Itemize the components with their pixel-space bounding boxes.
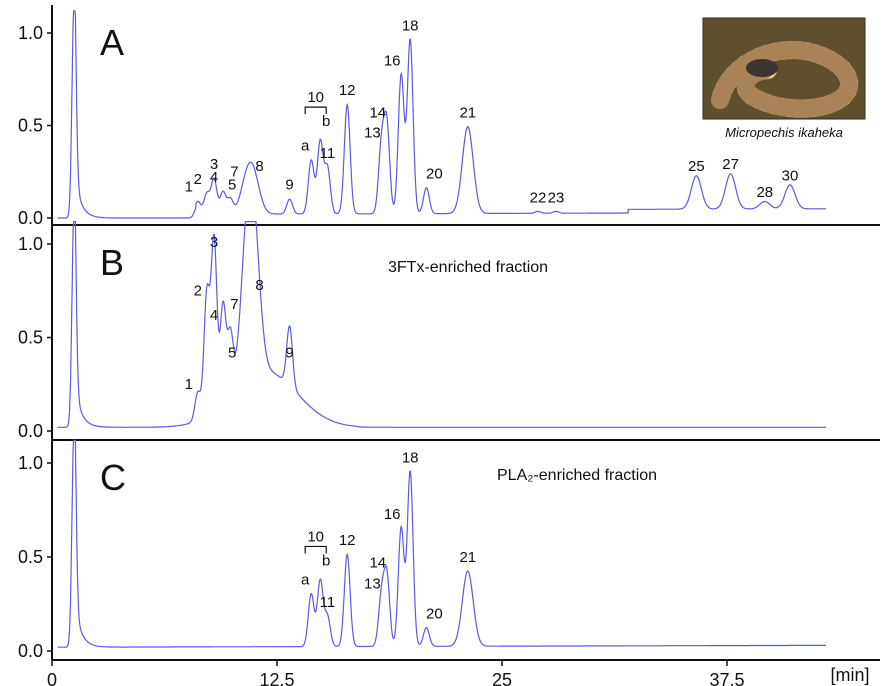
- y-tick-label: 0.5: [18, 547, 43, 567]
- x-tick-label: 25: [492, 670, 512, 686]
- peak-label-18: 18: [402, 17, 419, 34]
- peak-label-7: 7: [230, 296, 238, 313]
- peak-label-2: 2: [194, 171, 202, 188]
- peak-label-5: 5: [228, 177, 236, 194]
- peak-label-8: 8: [255, 277, 263, 294]
- peak-label-9: 9: [285, 177, 293, 194]
- peak-bracket: [304, 545, 327, 554]
- peak-label-23: 23: [548, 189, 565, 206]
- peak-label-5: 5: [228, 344, 236, 361]
- peak-label-3: 3: [210, 234, 218, 251]
- series-line: [57, 221, 826, 428]
- peak-label-9: 9: [285, 344, 293, 361]
- y-tick-label: 1.0: [18, 23, 43, 43]
- y-tick-label: 0.0: [18, 421, 43, 441]
- peak-bracket-label: 10: [307, 528, 324, 545]
- peak-label-8: 8: [255, 158, 263, 175]
- peak-label-27: 27: [722, 156, 739, 173]
- series-line: [57, 10, 827, 219]
- peak-label-a: a: [301, 138, 310, 155]
- peak-label-12: 12: [339, 82, 356, 99]
- peak-label-25: 25: [688, 158, 705, 175]
- peak-label-20: 20: [426, 165, 443, 182]
- y-tick-label: 0.5: [18, 116, 43, 136]
- peak-label-b: b: [322, 552, 330, 569]
- peak-label-11: 11: [320, 594, 336, 611]
- x-axis-unit-label: [min]: [830, 665, 869, 685]
- peak-label-21: 21: [459, 104, 476, 121]
- peak-label-b: b: [322, 113, 330, 130]
- panel-caption: PLA₂-enriched fraction: [497, 467, 657, 484]
- peak-label-20: 20: [426, 605, 443, 622]
- peak-label-28: 28: [756, 184, 773, 201]
- snake-photo: Micropechis ikaheka: [702, 17, 866, 140]
- peak-label-14: 14: [369, 555, 386, 572]
- y-tick-label: 1.0: [18, 234, 43, 254]
- panel-letter: A: [100, 22, 124, 63]
- series-line: [57, 439, 826, 648]
- peak-bracket: [304, 106, 327, 115]
- peak-label-13: 13: [364, 125, 381, 142]
- y-tick-label: 0.0: [18, 208, 43, 228]
- peak-label-30: 30: [782, 167, 799, 184]
- x-tick-label: 37.5: [709, 670, 744, 686]
- peak-label-a: a: [301, 572, 310, 589]
- peak-label-16: 16: [384, 506, 401, 523]
- panel-letter: C: [100, 457, 126, 498]
- x-axis: [min] 0 12.5 25 37.5: [47, 660, 870, 686]
- peak-label-14: 14: [369, 104, 386, 121]
- peak-label-18: 18: [402, 449, 419, 466]
- peak-label-21: 21: [459, 549, 476, 566]
- peak-bracket-label: 10: [307, 89, 324, 106]
- peak-label-2: 2: [194, 283, 202, 300]
- panel-letter: B: [100, 242, 124, 283]
- y-tick-label: 0.0: [18, 641, 43, 661]
- peak-label-16: 16: [384, 53, 401, 70]
- peak-label-7: 7: [230, 164, 238, 181]
- panel-caption: 3FTx-enriched fraction: [388, 259, 548, 276]
- chromatogram-panel-b: 0.0 0.5 1.0 B 3FTx-enriched fraction 1 2 3 4 5 78 9: [18, 221, 880, 441]
- peak-label-13: 13: [364, 575, 381, 592]
- species-caption: Micropechis ikaheka: [725, 125, 843, 140]
- peak-label-22: 22: [530, 189, 547, 206]
- peak-label-4: 4: [210, 169, 218, 186]
- peak-label-1: 1: [185, 178, 193, 195]
- peak-label-12: 12: [339, 532, 356, 549]
- peak-label-11: 11: [320, 145, 336, 162]
- x-tick-label: 12.5: [259, 670, 294, 686]
- x-tick-label: 0: [47, 670, 57, 686]
- chromatogram-panel-c: 0.0 0.5 1.0 C PLA₂-enriched fraction ab 11 12 13…: [18, 439, 880, 661]
- peak-label-3: 3: [210, 156, 218, 173]
- y-tick-label: 1.0: [18, 453, 43, 473]
- peak-label-4: 4: [210, 307, 218, 324]
- peak-label-1: 1: [185, 376, 193, 393]
- y-tick-label: 0.5: [18, 328, 43, 348]
